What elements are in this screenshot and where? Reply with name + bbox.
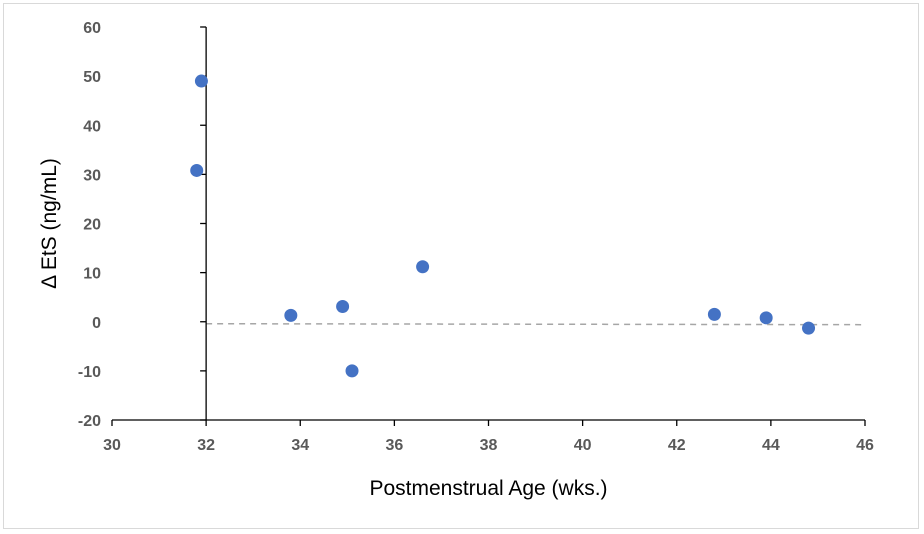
x-tick-label: 34 (291, 437, 309, 454)
y-tick-label: 30 (83, 167, 101, 184)
data-point (190, 163, 204, 177)
x-tick-label: 32 (197, 437, 215, 454)
x-tick-label: 36 (385, 437, 403, 454)
y-tick-label: 60 (83, 20, 101, 37)
y-tick-label: 0 (92, 315, 101, 332)
chart-frame (3, 3, 919, 529)
points-layer (190, 74, 816, 378)
x-tick-label: 44 (762, 437, 780, 454)
x-axis-title: Postmenstrual Age (wks.) (369, 477, 607, 500)
x-tick-label: 46 (856, 437, 874, 454)
y-tick-label: -10 (78, 364, 101, 381)
data-point (336, 300, 350, 314)
y-tick-label: -20 (78, 413, 101, 430)
x-tick-label: 30 (103, 437, 121, 454)
y-axis-title: Δ EtS (ng/mL) (38, 158, 61, 289)
y-tick-label: 10 (83, 266, 101, 283)
data-point (707, 307, 721, 321)
y-tick-label: 50 (83, 69, 101, 86)
y-tick-label: 40 (83, 118, 101, 135)
data-point (759, 311, 773, 325)
y-tick-label: 20 (83, 217, 101, 234)
data-point (284, 308, 298, 322)
ticks-layer: 30 32 34 36 38 40 42 44 46 60 50 40 30 20 10 0 -10 -20 (78, 20, 874, 454)
x-tick-label: 40 (574, 437, 592, 454)
data-point (802, 321, 816, 335)
data-point (194, 74, 208, 88)
x-tick-label: 38 (480, 437, 498, 454)
axes-layer (112, 27, 865, 421)
data-point (345, 364, 359, 378)
x-tick-label: 42 (668, 437, 686, 454)
data-point (416, 260, 430, 274)
